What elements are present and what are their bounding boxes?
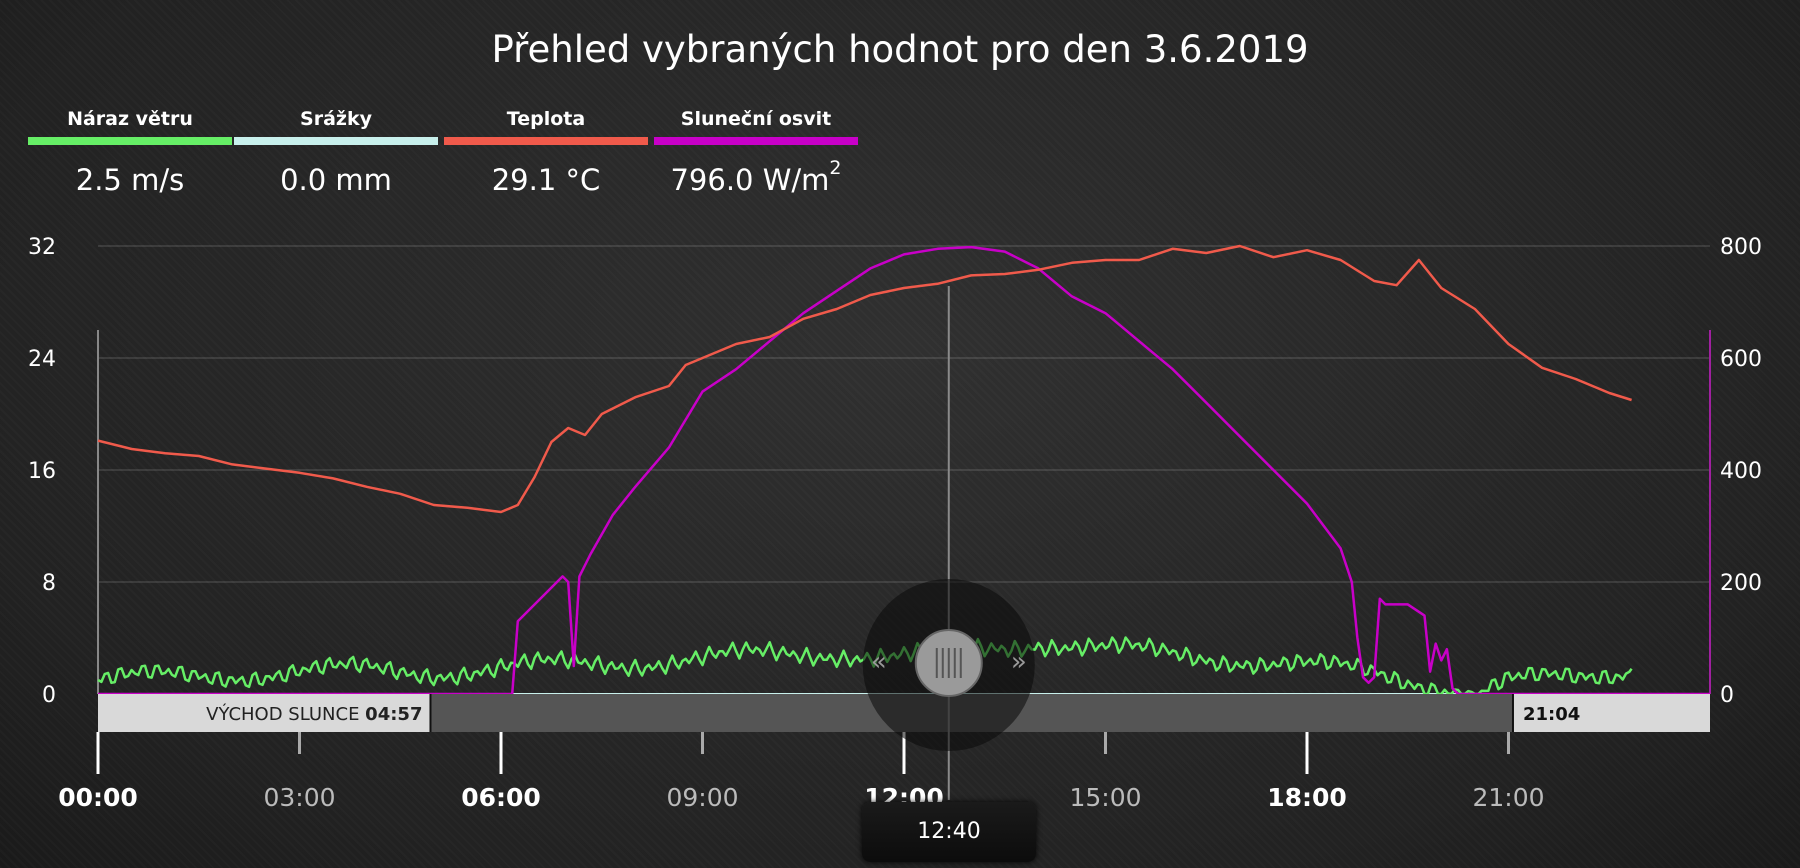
legend-label: Srážky — [300, 108, 372, 130]
x-tick-label: 03:00 — [263, 783, 335, 812]
x-tick-label: 06:00 — [461, 783, 541, 812]
x-tick-label: 09:00 — [666, 783, 738, 812]
legend-value: 2.5 m/s — [75, 163, 185, 197]
navigator-right-arrow-icon: » — [1011, 647, 1027, 677]
cursor-time-tab: 12:40 — [862, 802, 1036, 862]
night-bar-morning — [98, 694, 431, 732]
x-tick-label: 18:00 — [1267, 783, 1347, 812]
legend-item-precipitation[interactable]: Srážky 0.0 mm — [234, 108, 438, 197]
y-right-tick-label: 800 — [1720, 235, 1762, 260]
y-left-tick-label: 0 — [42, 683, 56, 708]
sunset-time: 21:04 — [1523, 704, 1580, 725]
legend-color-bar — [654, 137, 858, 145]
x-tick-label: 21:00 — [1472, 783, 1544, 812]
x-tick-label: 15:00 — [1069, 783, 1141, 812]
x-tick-label: 00:00 — [58, 783, 138, 812]
legend-color-bar — [444, 137, 648, 145]
legend-label: Teplota — [506, 108, 586, 130]
legend-value-superscript: 2 — [829, 157, 842, 179]
legend-value: 0.0 mm — [280, 163, 392, 197]
legend-item-temperature[interactable]: Teplota 29.1 °C — [444, 108, 648, 197]
y-right-tick-label: 0 — [1720, 683, 1734, 708]
y-left-tick-label: 24 — [28, 347, 56, 372]
legend-color-bar — [28, 137, 232, 145]
series-line-teplota — [97, 244, 1632, 514]
legend-value: 29.1 °C — [491, 163, 601, 197]
y-left-tick-label: 8 — [42, 571, 56, 596]
legend-value-number: 796.0 W/m — [670, 163, 830, 197]
legend-item-solar-radiation[interactable]: Sluneční osvit 796.0 W/m2 — [654, 108, 858, 197]
series-line-slunecni-osvit — [98, 245, 1710, 696]
y-right-tick-label: 600 — [1720, 347, 1762, 372]
y-right-tick-label: 400 — [1720, 459, 1762, 484]
navigator-left-arrow-icon: « — [871, 647, 887, 677]
sunrise-label: VÝCHOD SLUNCE 04:57 — [206, 703, 422, 725]
legend-color-bar — [234, 137, 438, 145]
legend-label: Náraz větru — [67, 108, 193, 130]
y-left-tick-label: 32 — [28, 235, 56, 260]
chart-title: Přehled vybraných hodnot pro den 3.6.201… — [491, 28, 1309, 71]
sunrise-time: 04:57 — [365, 704, 422, 725]
legend-value: 796.0 W/m2 — [654, 157, 858, 197]
legend-item-wind-gust[interactable]: Náraz větru 2.5 m/s — [28, 108, 232, 197]
y-left-tick-label: 16 — [28, 459, 56, 484]
legend-label: Sluneční osvit — [680, 108, 832, 130]
night-bar-evening — [1512, 694, 1710, 732]
y-right-tick-label: 200 — [1720, 571, 1762, 596]
